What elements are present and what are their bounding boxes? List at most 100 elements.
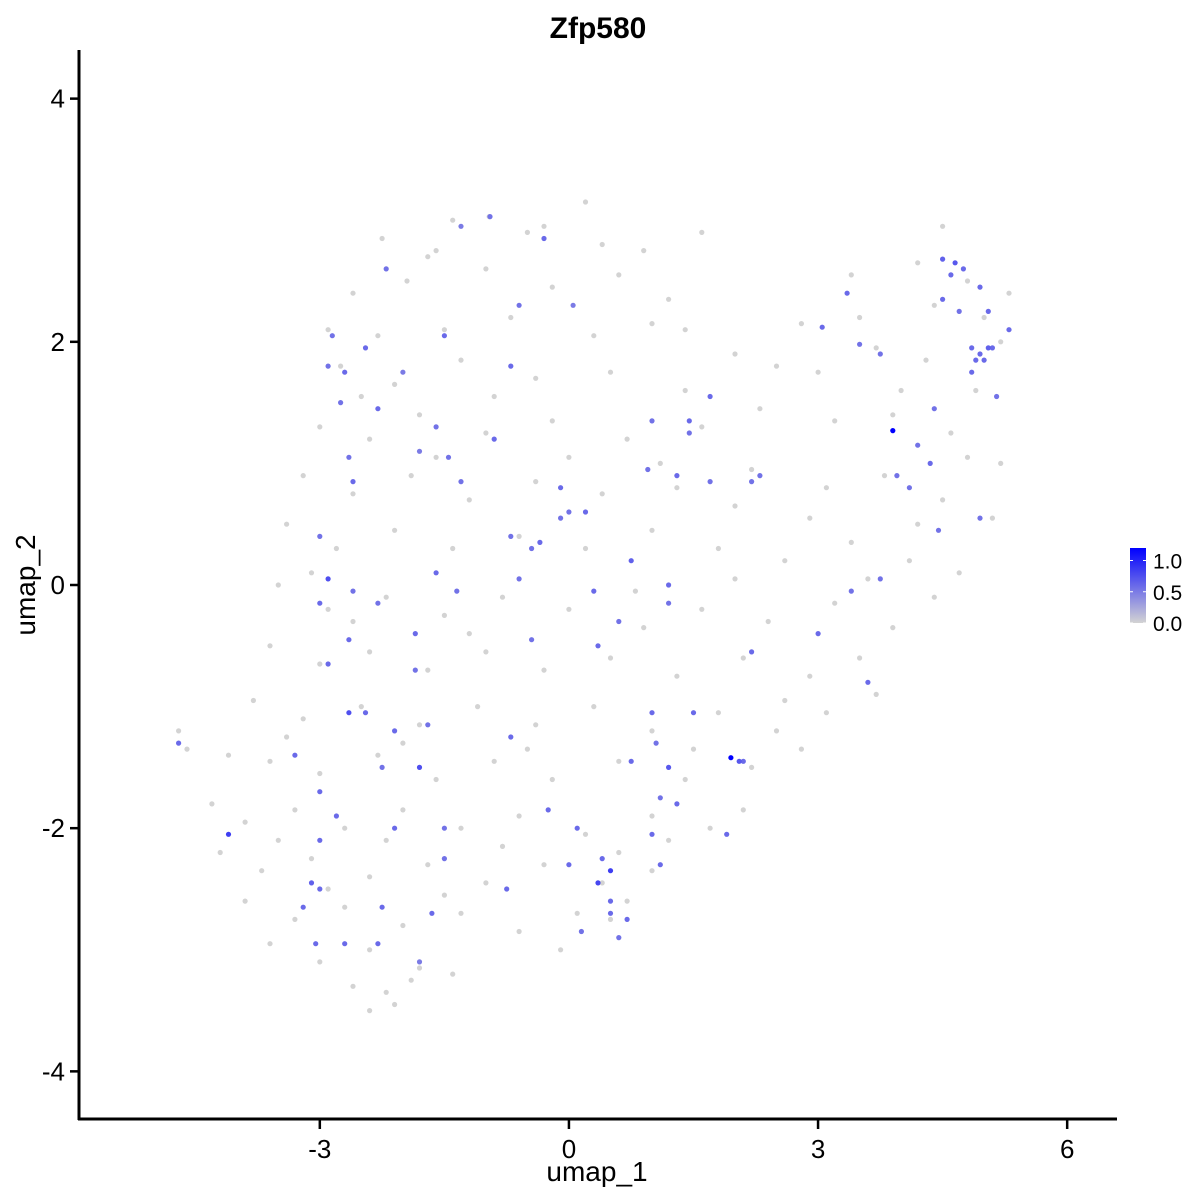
cell-point-expressed [342, 369, 348, 375]
cell-point [367, 649, 373, 655]
cell-point-expressed [375, 941, 381, 947]
cell-point [682, 776, 688, 783]
cell-point [250, 697, 256, 704]
cell-point-expressed [969, 369, 975, 375]
cell-point [416, 965, 423, 971]
x-tick-label: 6 [1060, 1134, 1074, 1164]
cell-point-expressed [819, 324, 825, 330]
cell-point [458, 357, 464, 363]
cell-point [549, 776, 555, 783]
cell-point [707, 825, 713, 831]
legend-tick-label: 0.0 [1153, 613, 1182, 636]
cell-point-expressed [574, 825, 580, 831]
cell-point [964, 278, 971, 284]
legend-tick-label: 0.5 [1153, 582, 1182, 605]
cell-point-expressed [977, 351, 983, 357]
cell-point-expressed [317, 533, 323, 540]
cell-point-expressed [728, 755, 734, 761]
cell-point [915, 521, 921, 527]
cell-point-expressed [541, 235, 547, 242]
cell-point-expressed [985, 308, 991, 314]
cell-point [308, 856, 315, 862]
cell-point-expressed [815, 631, 821, 637]
cell-point [948, 430, 954, 436]
cell-point [325, 606, 331, 612]
cell-point-expressed [329, 333, 335, 339]
cell-point-expressed [412, 667, 418, 673]
cell-point-expressed [977, 284, 983, 290]
cell-point [217, 849, 223, 856]
cell-point [549, 418, 555, 424]
cell-point-expressed [400, 369, 406, 375]
cell-point [915, 260, 921, 266]
cell-point-expressed [362, 345, 369, 351]
cell-point [773, 728, 780, 734]
cell-point-expressed [985, 345, 991, 351]
cell-point-expressed [516, 302, 522, 308]
cell-point-expressed [894, 473, 900, 479]
cell-point [533, 479, 539, 485]
cell-point-expressed [508, 363, 514, 369]
cell-point [823, 710, 830, 716]
cell-point [657, 460, 663, 466]
cell-point [898, 387, 904, 394]
cell-point-expressed [433, 570, 439, 576]
cell-point-expressed [545, 807, 551, 813]
cell-point [641, 248, 647, 254]
cell-point-expressed [225, 831, 232, 837]
cell-point [599, 491, 605, 497]
cell-point-expressed [977, 515, 983, 521]
cell-point [699, 606, 705, 612]
cell-point-expressed [416, 959, 423, 965]
cell-point [516, 928, 522, 935]
cell-point [649, 728, 655, 734]
cell-point-expressed [346, 637, 352, 643]
cell-point-expressed [441, 333, 447, 339]
points-layer [176, 199, 1012, 1014]
x-tick-label: 3 [811, 1134, 825, 1164]
cell-point [458, 910, 464, 916]
cell-point-expressed [529, 545, 535, 552]
cell-point-expressed [657, 862, 663, 868]
cell-point-expressed [346, 710, 352, 716]
cell-point [541, 667, 547, 673]
cell-point [499, 594, 506, 600]
cell-point [300, 473, 306, 479]
cell-point [616, 758, 622, 764]
cell-point [342, 904, 348, 910]
cell-point-expressed [383, 266, 389, 272]
cell-point [259, 868, 265, 874]
cell-point [765, 618, 771, 625]
cell-point [674, 485, 680, 491]
cell-point [740, 655, 746, 661]
cell-point [317, 959, 323, 965]
cell-point [582, 199, 589, 205]
cell-point-expressed [595, 880, 601, 886]
cell-point [516, 813, 522, 819]
cell-point [566, 606, 572, 612]
y-tick-label: -4 [42, 1056, 65, 1086]
cell-point [666, 837, 672, 843]
cell-point [408, 473, 414, 479]
cell-point-expressed [582, 509, 589, 515]
x-tick-label: 0 [562, 1134, 576, 1164]
cell-point-expressed [362, 710, 369, 716]
cell-point [433, 454, 439, 460]
cell-point [749, 466, 755, 473]
cell-point [508, 314, 514, 321]
cell-point [699, 229, 705, 235]
cell-point-expressed [948, 272, 954, 278]
cell-point [549, 284, 555, 290]
cell-point-expressed [877, 576, 883, 582]
chart-title: Zfp580 [550, 12, 647, 45]
cell-point-expressed [960, 266, 967, 272]
x-ticks: -3 0 3 6 [308, 1120, 1074, 1164]
cell-point-expressed [508, 734, 514, 740]
cell-point-expressed [969, 345, 975, 351]
cell-point-expressed [857, 341, 863, 347]
cell-point [873, 345, 879, 351]
cell-point [284, 521, 290, 527]
cell-point [1006, 290, 1012, 296]
cell-point-expressed [956, 308, 962, 314]
cell-point-expressed [445, 454, 452, 460]
